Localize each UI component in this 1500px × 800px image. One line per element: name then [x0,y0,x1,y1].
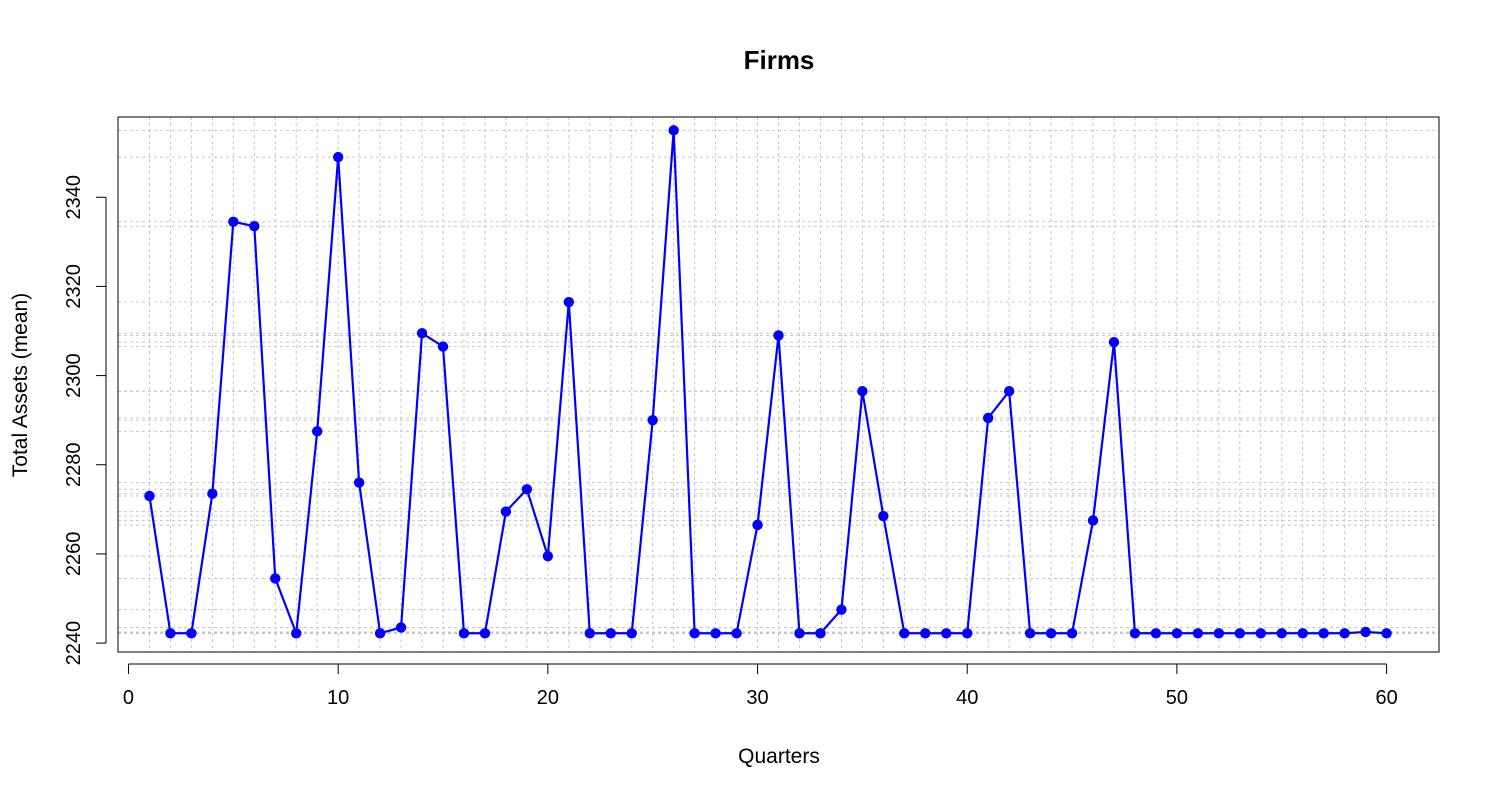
data-point [815,628,826,639]
data-point [1024,628,1036,639]
data-point [311,426,323,437]
data-point [836,604,847,615]
data-point [1003,385,1015,397]
y-axis: 2240 2260 2280 2300 2320 2340 [63,175,107,666]
data-point [437,341,449,352]
data-point [1045,628,1057,639]
data-point [1276,628,1287,639]
data-point [1066,628,1078,639]
data-point [165,628,176,639]
data-point [773,330,784,341]
data-point [1129,628,1141,639]
data-point [479,628,491,639]
y-tick-label: 2300 [63,353,85,398]
y-tick-label: 2240 [63,621,85,666]
data-point [689,628,700,639]
data-point [395,622,407,633]
data-point [752,519,763,531]
data-point [291,628,302,639]
data-point [1255,628,1266,639]
data-point [270,573,281,584]
data-point [186,628,197,639]
x-tick-label: 50 [1166,687,1188,709]
data-point [144,490,155,502]
data-point [1339,628,1350,639]
data-point [1318,628,1329,639]
data-point [1171,628,1183,639]
data-point [647,414,658,426]
y-axis-title: Total Assets (mean) [9,293,32,477]
data-point [1297,628,1308,639]
data-point [731,628,742,639]
data-point [1381,628,1392,639]
data-point [1213,628,1225,639]
data-point [521,484,533,495]
data-point [1192,628,1204,639]
data-point [1087,515,1099,526]
y-tick-label: 2340 [63,175,85,220]
data-point [563,296,575,308]
data-point [857,385,868,397]
x-tick-label: 0 [123,687,134,709]
data-point [353,477,365,488]
data-point [584,628,595,639]
y-tick-label: 2260 [63,532,85,577]
x-tick-label: 30 [746,687,768,709]
data-point [228,216,239,227]
data-point [668,125,679,136]
x-tick-label: 20 [537,687,559,709]
data-point [878,510,889,522]
data-point [605,628,616,639]
chart-title: Firms [744,45,815,75]
x-axis-title: Quarters [738,745,820,768]
x-tick-label: 40 [956,687,978,709]
series-points [144,125,1392,639]
x-axis: 0 10 20 30 40 50 60 [123,663,1398,709]
data-point [207,488,218,499]
data-point [920,628,931,639]
data-point [1234,628,1246,639]
data-point [1150,628,1162,639]
data-point [332,151,344,163]
data-point [1360,626,1371,638]
data-point [458,628,470,639]
data-point [710,628,721,639]
data-point [416,328,428,339]
data-point [626,628,637,639]
x-tick-label: 10 [327,687,349,709]
y-tick-label: 2280 [63,443,85,488]
data-point [794,628,805,639]
data-point [982,412,994,424]
data-point [962,628,973,639]
grid [118,117,1439,652]
data-point [374,628,386,639]
y-tick-label: 2320 [63,264,85,309]
data-point [1108,336,1120,348]
data-point [941,628,952,639]
plot-frame [117,116,1440,653]
data-point [542,550,554,562]
series-line [148,130,1387,635]
data-point [500,506,512,517]
x-tick-label: 60 [1375,687,1397,709]
data-point [899,628,910,639]
data-point [249,221,260,232]
